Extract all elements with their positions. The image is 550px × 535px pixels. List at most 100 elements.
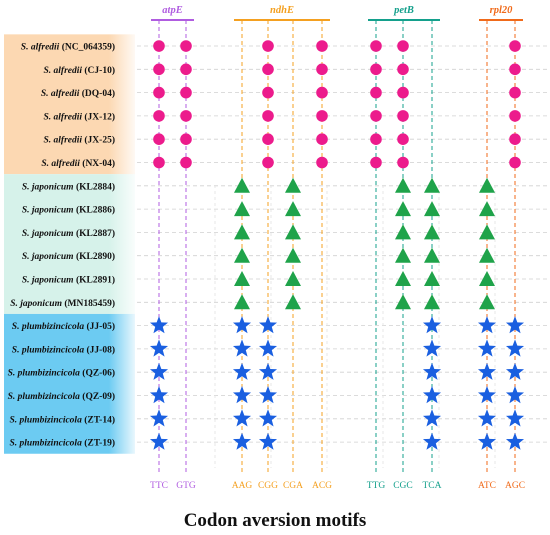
circle-marker [397,110,409,122]
triangle-marker [285,177,301,193]
codon-tick-label: TTC [150,481,168,491]
triangle-marker [479,201,495,217]
circle-marker [180,133,192,145]
sample-label: S. japonicum (KL2890) [22,251,115,262]
triangle-marker [285,271,301,286]
star-marker [149,339,169,357]
star-marker [505,386,525,404]
star-marker [232,339,252,357]
circle-marker [153,133,165,145]
triangle-marker [424,271,440,286]
sample-label: S. alfredii (NX-04) [41,158,115,169]
triangle-marker [234,201,250,217]
circle-marker [153,86,165,99]
triangle-marker [395,201,411,217]
group-band [4,174,135,314]
star-marker [149,362,169,380]
star-marker [477,316,497,334]
triangle-marker [424,177,440,193]
star-marker [258,409,278,427]
circle-marker [316,133,328,145]
codon-tick-label: ACG [312,481,332,491]
triangle-marker [285,247,301,263]
sample-label: S. alfredii (DQ-04) [41,88,115,99]
star-marker [258,339,278,357]
circle-marker [397,133,409,145]
circle-marker [370,63,382,76]
sample-label: S. alfredii (NC_064359) [21,42,115,53]
star-marker [258,362,278,380]
star-marker [505,316,525,334]
sample-label: S. plumbizincicola (JJ-05) [12,321,115,332]
star-marker [422,386,442,404]
sample-label: S. plumbizincicola (JJ-08) [12,344,115,355]
triangle-marker [234,294,250,310]
circle-marker [153,110,165,122]
sample-label: S. alfredii (CJ-10) [43,65,115,76]
sample-label: S. japonicum (KL2887) [22,228,115,239]
circle-marker [509,156,521,169]
triangle-marker [424,247,440,263]
sample-label: S. plumbizincicola (QZ-06) [8,368,115,379]
circle-marker [316,156,328,169]
triangle-marker [285,201,301,217]
circle-marker [316,63,328,76]
star-marker [232,362,252,380]
triangle-marker [424,224,440,240]
star-marker [232,432,252,450]
circle-marker [153,63,165,76]
circle-marker [509,133,521,145]
circle-marker [180,156,192,169]
triangle-marker [395,224,411,240]
star-marker [149,432,169,450]
triangle-marker [479,177,495,193]
gene-label: petB [393,5,414,16]
triangle-marker [479,247,495,263]
circle-marker [397,40,409,52]
circle-marker [262,133,274,145]
star-marker [258,432,278,450]
triangle-marker [395,247,411,263]
gene-label: rpl20 [490,5,514,16]
sample-label: S. japonicum (KL2884) [22,181,115,192]
triangle-marker [395,271,411,286]
star-marker [422,432,442,450]
sample-label: S. alfredii (JX-25) [43,135,115,146]
circle-marker [509,40,521,52]
star-marker [477,386,497,404]
x-axis-title: Codon aversion motifs [183,510,367,531]
triangle-marker [479,224,495,240]
circle-marker [262,110,274,122]
star-marker [258,316,278,334]
codon-tick-label: CGC [393,481,413,491]
sample-label: S. alfredii (JX-12) [43,111,115,122]
star-marker [149,386,169,404]
triangle-marker [285,294,301,310]
triangle-marker [234,224,250,240]
star-marker [422,409,442,427]
triangle-marker [285,224,301,240]
codon-tick-label: TTG [367,481,386,491]
codon-tick-label: ATC [478,481,496,491]
circle-marker [370,40,382,52]
codon-tick-label: AAG [232,481,253,491]
sample-label: S. japonicum (KL2891) [22,275,115,286]
star-marker [477,362,497,380]
circle-marker [370,133,382,145]
sample-label: S. japonicum (KL2886) [22,205,115,216]
triangle-marker [479,271,495,286]
star-marker [505,362,525,380]
group-band [4,34,135,175]
circle-marker [316,110,328,122]
sample-label: S. plumbizincicola (ZT-19) [10,438,116,449]
group-band [4,313,135,454]
star-marker [505,339,525,357]
circle-marker [397,86,409,99]
star-marker [422,316,442,334]
circle-marker [180,110,192,122]
circle-marker [316,40,328,52]
gene-label: atpE [162,5,182,16]
circle-marker [370,156,382,169]
star-marker [505,432,525,450]
